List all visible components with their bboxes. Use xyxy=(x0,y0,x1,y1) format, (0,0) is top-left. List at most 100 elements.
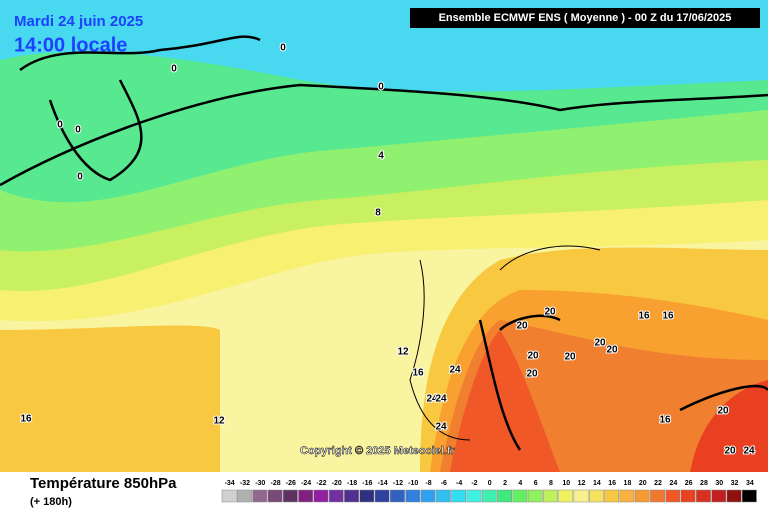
scale-swatch xyxy=(634,489,650,503)
contour-label: 8 xyxy=(375,208,381,219)
scale-swatch xyxy=(512,489,528,503)
scale-swatch xyxy=(359,489,375,503)
contour-label: 16 xyxy=(20,414,32,425)
scale-swatch xyxy=(665,489,681,503)
scale-swatch xyxy=(543,489,558,503)
scale-label: 30 xyxy=(715,480,723,487)
contour-label: 0 xyxy=(171,64,177,75)
scale-swatch xyxy=(282,489,298,503)
scale-label: -20 xyxy=(332,480,342,487)
scale-swatch xyxy=(650,489,665,503)
scale-label: 18 xyxy=(624,480,632,487)
contour-label: 12 xyxy=(397,347,409,358)
scale-swatch xyxy=(435,489,451,503)
contour-label: 0 xyxy=(280,43,286,54)
contour-label: 20 xyxy=(526,369,538,380)
scale-label: -34 xyxy=(225,480,235,487)
scale-swatch xyxy=(604,489,620,503)
scale-label: 14 xyxy=(593,480,601,487)
scale-label: 16 xyxy=(608,480,616,487)
contour-label: 24 xyxy=(435,394,447,405)
scale-label: 6 xyxy=(534,480,538,487)
contour-label: 0 xyxy=(378,82,384,93)
scale-label: 20 xyxy=(639,480,647,487)
scale-label: 10 xyxy=(562,480,570,487)
copyright: Copyright © 2025 Meteociel.fr xyxy=(300,445,456,457)
contour-label: 24 xyxy=(426,394,438,405)
scale-swatch xyxy=(588,489,604,503)
scale-swatch xyxy=(313,489,329,503)
scale-label: 32 xyxy=(731,480,739,487)
scale-swatch xyxy=(237,489,252,503)
scale-swatch xyxy=(328,489,344,503)
scale-swatch xyxy=(221,489,237,503)
scale-label: -8 xyxy=(425,480,431,487)
scale-swatch xyxy=(451,489,467,503)
scale-label: -2 xyxy=(471,480,477,487)
contour-label: 16 xyxy=(662,311,674,322)
scale-label: -24 xyxy=(301,480,311,487)
contour-label: 24 xyxy=(743,446,755,457)
contour-label: 20 xyxy=(594,338,606,349)
contour-label: 20 xyxy=(527,351,539,362)
color-scale: -34 -32 -30 -28 -26 -24 -22 -20 -18 -16 -14 -12 -10-… xyxy=(221,480,757,503)
contour-label: 20 xyxy=(606,345,618,356)
contour-label: 20 xyxy=(724,446,736,457)
scale-label: 8 xyxy=(549,480,553,487)
scale-label: 0 xyxy=(488,480,492,487)
scale-swatch xyxy=(466,489,482,503)
contour-label: 20 xyxy=(516,321,528,332)
contour-label: 24 xyxy=(435,422,447,433)
scale-label: -4 xyxy=(456,480,462,487)
footer-title: Température 850hPa xyxy=(30,475,177,492)
scale-label: -28 xyxy=(270,480,280,487)
scale-swatch xyxy=(405,489,421,503)
contour-label: 20 xyxy=(717,406,729,417)
contour-label: 0 xyxy=(57,120,63,131)
contour-label: 24 xyxy=(449,365,461,376)
scale-label: 24 xyxy=(669,480,677,487)
scale-swatch xyxy=(497,489,512,503)
scale-label: 4 xyxy=(518,480,522,487)
scale-label: 26 xyxy=(685,480,693,487)
scale-label: -30 xyxy=(255,480,265,487)
scale-swatch xyxy=(298,489,314,503)
scale-label: -32 xyxy=(240,480,250,487)
scale-swatch xyxy=(374,489,390,503)
scale-label: -10 xyxy=(408,480,418,487)
scale-swatch xyxy=(680,489,696,503)
scale-label: 22 xyxy=(654,480,662,487)
contour-label: 20 xyxy=(544,307,556,318)
scale-label: 12 xyxy=(578,480,586,487)
scale-label: 2 xyxy=(503,480,507,487)
scale-swatch xyxy=(741,489,757,503)
scale-swatch xyxy=(573,489,589,503)
scale-label: -16 xyxy=(362,480,372,487)
coastlines xyxy=(0,35,768,451)
scale-label: 34 xyxy=(746,480,754,487)
scale-label: -14 xyxy=(378,480,388,487)
scale-label: -12 xyxy=(393,480,403,487)
contour-label: 20 xyxy=(564,352,576,363)
scale-label: -22 xyxy=(316,480,326,487)
temperature-field xyxy=(0,0,768,472)
scale-label: -6 xyxy=(441,480,447,487)
scale-swatch xyxy=(619,489,635,503)
scale-swatch xyxy=(696,489,711,503)
scale-swatch xyxy=(420,489,436,503)
contour-label: 16 xyxy=(412,368,424,379)
contour-label: 0 xyxy=(77,172,83,183)
model-info: Ensemble ECMWF ENS ( Moyenne ) - 00 Z du… xyxy=(439,12,732,24)
contour-label: 0 xyxy=(75,125,81,136)
scale-swatch xyxy=(481,489,497,503)
scale-swatch xyxy=(527,489,543,503)
scale-swatch xyxy=(267,489,283,503)
contour-label: 16 xyxy=(659,415,671,426)
model-box xyxy=(410,8,760,28)
contour-label: 12 xyxy=(213,416,225,427)
scale-label: -26 xyxy=(286,480,296,487)
scale-swatch xyxy=(558,489,574,503)
scale-swatch xyxy=(252,489,268,503)
